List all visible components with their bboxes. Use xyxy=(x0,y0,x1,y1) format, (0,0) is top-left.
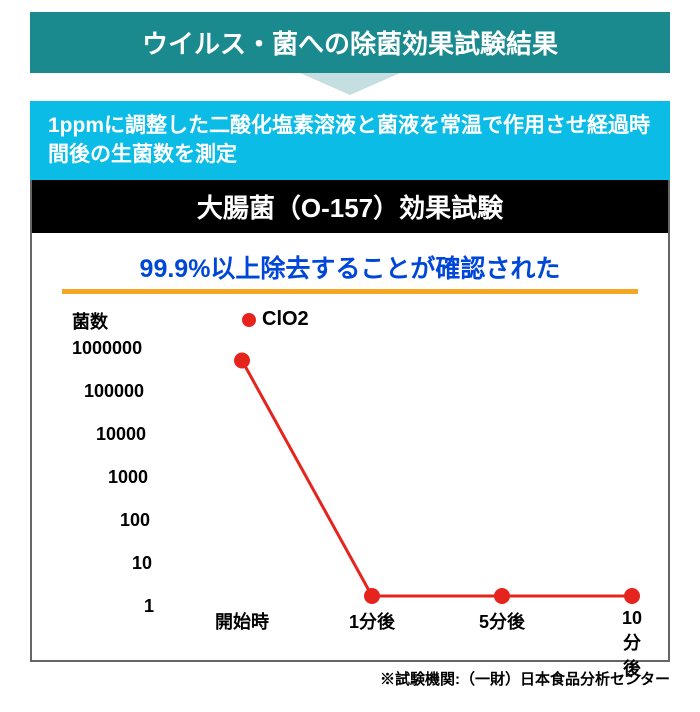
line-chart-svg xyxy=(182,338,632,598)
header-banner: ウイルス・菌への除菌効果試験結果 xyxy=(30,12,670,73)
y-tick: 1000 xyxy=(108,467,148,488)
y-axis-title: 菌数 xyxy=(72,308,108,334)
footnote: ※試験機関:（一財）日本食品分析センター xyxy=(30,668,670,689)
legend: ClO2 xyxy=(242,308,309,331)
chart-title: 大腸菌（O-157）効果試験 xyxy=(30,180,670,233)
x-tick: 1分後 xyxy=(349,608,395,634)
y-tick: 10 xyxy=(132,553,152,574)
legend-marker-icon xyxy=(242,313,256,327)
x-tick: 開始時 xyxy=(215,608,269,634)
arrow-down-icon xyxy=(300,73,400,95)
y-tick: 100000 xyxy=(84,381,144,402)
y-tick: 100 xyxy=(120,510,150,531)
y-tick: 1 xyxy=(144,596,154,617)
sub-banner: 1ppmに調整した二酸化塩素溶液と菌液を常温で作用させ経過時間後の生菌数を測定 xyxy=(30,101,670,180)
x-tick: 10分後 xyxy=(622,608,642,681)
x-tick: 5分後 xyxy=(479,608,525,634)
chart-container: 99.9%以上除去することが確認された 菌数 ClO2 1000000 1000… xyxy=(30,233,670,662)
chart-plot-area: 菌数 ClO2 1000000 100000 10000 1000 100 10… xyxy=(52,308,648,648)
legend-label: ClO2 xyxy=(262,308,309,330)
y-tick: 1000000 xyxy=(72,338,142,359)
y-tick: 10000 xyxy=(96,424,146,445)
highlight-text: 99.9%以上除去することが確認された xyxy=(62,249,638,294)
